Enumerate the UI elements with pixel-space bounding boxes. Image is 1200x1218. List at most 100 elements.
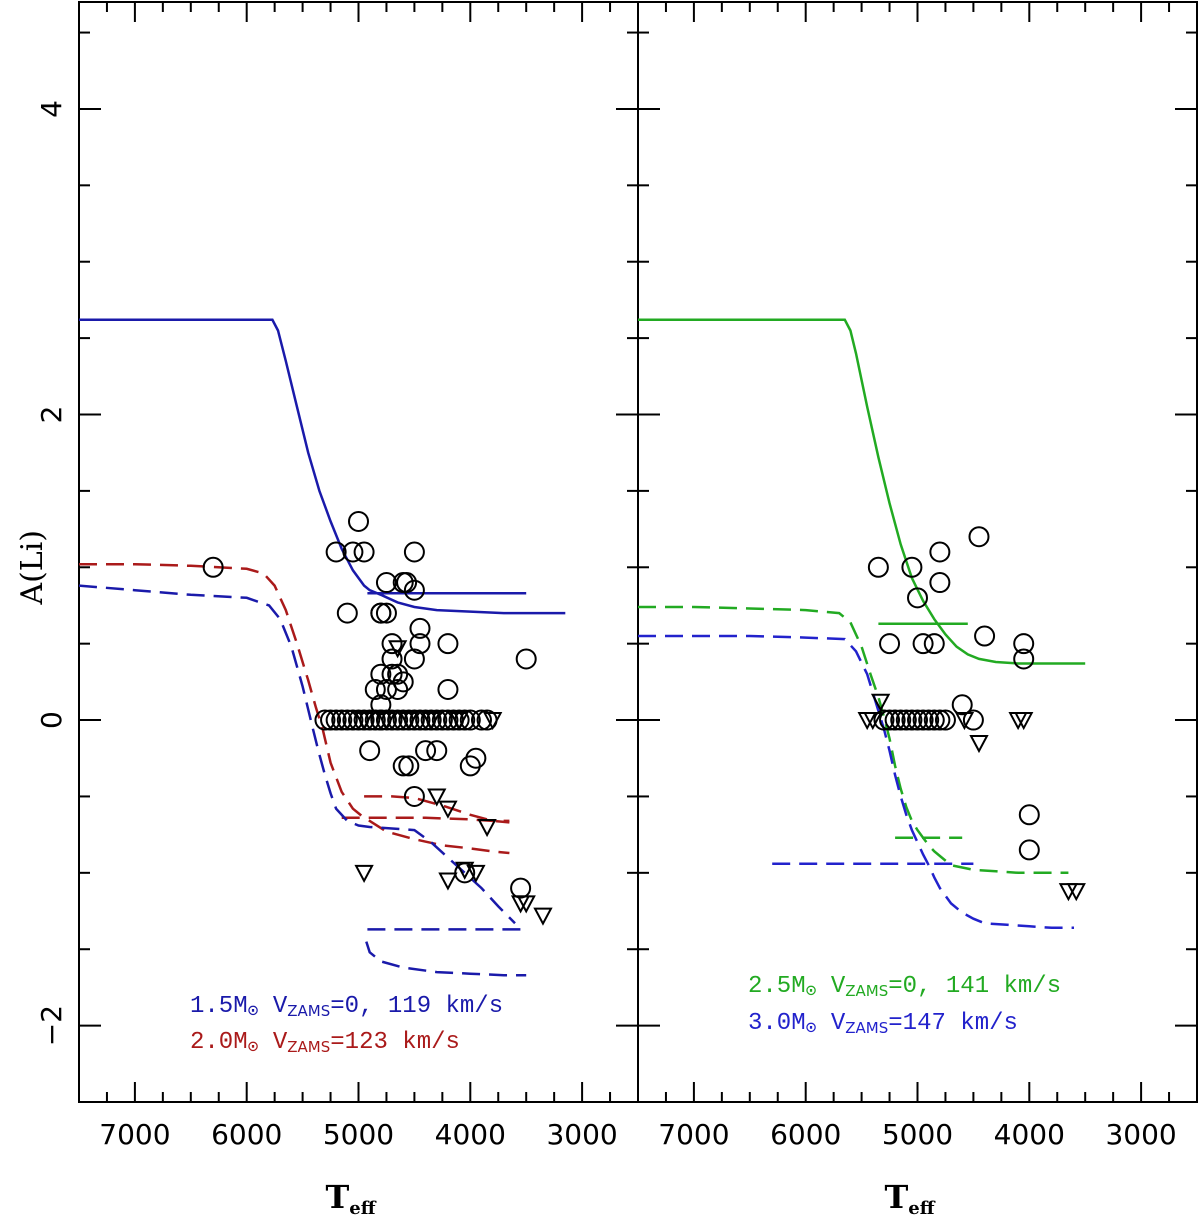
data-point-circle	[951, 694, 973, 716]
data-point-circle	[879, 709, 901, 731]
data-point-circle	[907, 709, 928, 731]
curves	[638, 318, 1086, 930]
x-axis-label: Teff	[884, 1178, 935, 1218]
data-point-circle	[325, 709, 347, 731]
series-line	[638, 318, 1086, 665]
upper-limit-triangle	[1066, 883, 1086, 902]
upper-limit-triangle	[399, 712, 419, 731]
data-point-circle	[1018, 839, 1040, 861]
upper-limit-triangle	[387, 640, 408, 659]
data-point-circle	[403, 579, 425, 601]
data-point-circle	[409, 617, 431, 639]
data-point-circle	[202, 556, 224, 578]
data-point-circle	[968, 526, 990, 548]
x-tick-label: 3000	[546, 1118, 617, 1151]
data-point-circle	[375, 679, 397, 700]
data-point-circle	[1013, 648, 1035, 670]
data-point-circle	[387, 679, 409, 700]
legend-entry: 2.0M⊙ VZAMS=123 km/s	[190, 1029, 460, 1058]
data-point-circle	[331, 709, 353, 731]
data-point-circle	[895, 709, 917, 731]
upper-limit-triangle	[533, 907, 553, 926]
upper-limit-triangle	[477, 819, 497, 838]
x-tick-label: 6000	[211, 1118, 282, 1151]
upper-limit-triangle	[438, 800, 458, 819]
data-point-circle	[890, 709, 912, 731]
y-axis-label: A(Li)	[15, 530, 50, 606]
data-point-circle	[923, 709, 945, 731]
data-point-circle	[459, 709, 481, 731]
data-point-circle	[912, 709, 934, 731]
data-point-circle	[375, 572, 397, 594]
data-point-circle	[962, 709, 984, 731]
data-point-circle	[370, 663, 392, 685]
data-point-circle	[873, 709, 895, 731]
series-line	[341, 816, 510, 823]
upper-limit-triangle	[857, 712, 877, 731]
data-point-circle	[470, 709, 492, 731]
data-point-circle	[879, 633, 901, 655]
data-point-circle	[381, 648, 403, 670]
x-tick-label: 5000	[882, 1118, 953, 1151]
data-point-circle	[934, 709, 956, 731]
upper-limit-triangle	[455, 861, 475, 880]
data-point-circle	[403, 541, 425, 563]
upper-limit-triangle	[516, 895, 536, 914]
data-point-circle	[403, 785, 425, 807]
series-line	[365, 941, 527, 977]
data-point-circle	[459, 755, 481, 777]
data-point-circle	[929, 541, 951, 563]
data-point-circle	[396, 572, 418, 594]
x-tick-label: 7000	[99, 1118, 170, 1151]
y-tick-label: 4	[35, 100, 68, 118]
data-point-circle	[381, 663, 403, 685]
upper-limit-triangle	[421, 712, 441, 731]
data-point-circle	[342, 709, 364, 731]
x-tick-label: 4000	[994, 1118, 1065, 1151]
series-line	[79, 318, 566, 615]
y-tick-label: 0	[35, 711, 68, 729]
series-line	[638, 605, 1069, 875]
data-point-circle	[437, 633, 459, 655]
data-point-circle	[353, 541, 375, 563]
data-point-circle	[918, 709, 940, 731]
upper-limit-triangle	[438, 872, 458, 891]
data-point-circle	[370, 602, 392, 624]
upper-limit-triangle	[427, 788, 447, 807]
plot-frame	[78, 1, 639, 1103]
legend-entry: 2.5M⊙ VZAMS=0, 141 km/s	[748, 973, 1061, 1002]
data-points	[857, 526, 1086, 902]
data-point-circle	[974, 625, 996, 647]
data-point-circle	[415, 740, 437, 762]
data-point-circle	[336, 602, 358, 624]
data-point-circle	[403, 648, 425, 670]
y-tick-label: −2	[35, 1005, 68, 1046]
data-point-circle	[907, 587, 928, 609]
legend-entry: 1.5M⊙ VZAMS=0, 119 km/s	[190, 993, 503, 1022]
series-line	[79, 562, 510, 855]
data-point-circle	[387, 709, 409, 731]
upper-limit-triangle	[482, 712, 503, 731]
data-point-circle	[426, 740, 448, 762]
data-point-circle	[923, 633, 945, 655]
y-tick-label: 2	[35, 406, 68, 424]
data-point-circle	[364, 679, 386, 700]
x-tick-label: 3000	[1105, 1118, 1176, 1151]
data-points	[202, 510, 553, 926]
plot-frame	[637, 1, 1198, 1103]
upper-limit-triangle	[954, 712, 975, 731]
upper-limit-triangle	[354, 864, 374, 883]
upper-limit-triangle	[863, 712, 883, 731]
data-point-circle	[392, 755, 414, 777]
x-axis-label: Teff	[325, 1178, 376, 1218]
data-point-circle	[398, 755, 420, 777]
data-point-circle	[320, 709, 342, 731]
data-point-circle	[884, 709, 906, 731]
data-point-circle	[314, 709, 336, 731]
curves	[79, 318, 566, 977]
data-point-circle	[510, 877, 532, 899]
data-point-circle	[1013, 633, 1035, 655]
upper-limit-triangle	[870, 693, 891, 712]
series-line	[364, 795, 510, 824]
